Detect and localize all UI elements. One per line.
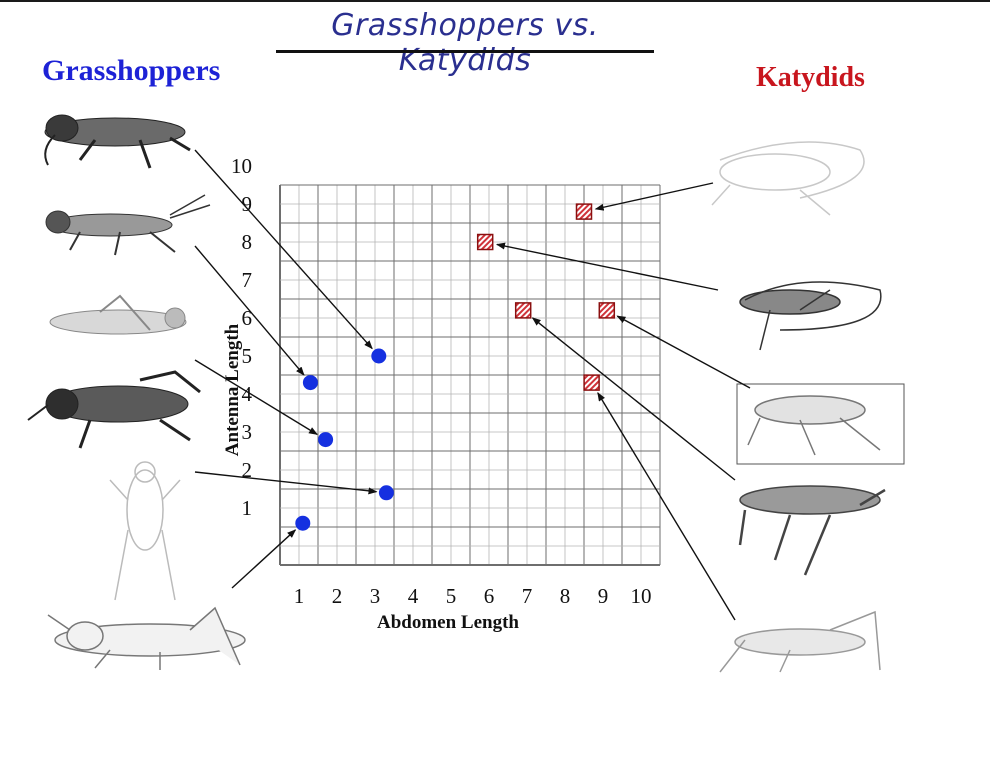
y-tick-label: 3: [242, 420, 253, 444]
connector-arrow: [194, 471, 378, 495]
connector-arrows: [194, 149, 751, 621]
y-tick-label: 1: [242, 496, 253, 520]
y-tick-label: 5: [242, 344, 253, 368]
y-tick-label: 4: [242, 382, 253, 406]
connector-arrow: [597, 392, 736, 621]
katydid-illustration-5: [719, 610, 881, 673]
katydids-heading: Katydids: [756, 62, 865, 93]
page-title: Grasshoppers vs. Katydids: [331, 8, 599, 78]
katydid-illustration-4: [738, 485, 886, 576]
grasshopper-point: [302, 375, 318, 391]
y-tick-label: 7: [242, 268, 253, 292]
connector-arrow: [616, 315, 751, 389]
y-tick-label: 6: [242, 306, 253, 330]
katydid-point: [575, 203, 593, 220]
x-tick-label: 5: [446, 584, 457, 608]
grasshopper-illustrations: [27, 114, 246, 670]
katydid-illustrations: [711, 141, 905, 673]
x-tick-label: 3: [370, 584, 381, 608]
katydid-point: [583, 374, 600, 391]
title-underline: [276, 50, 654, 53]
x-tick-label: 10: [631, 584, 652, 608]
x-tick-label: 8: [560, 584, 571, 608]
y-tick-label: 10: [231, 154, 252, 178]
grasshoppers-heading: Grasshoppers: [42, 54, 221, 87]
connector-arrow: [531, 317, 736, 481]
katydid-illustration-3: [736, 383, 905, 465]
connector-arrow: [194, 149, 373, 350]
katydid-point: [598, 302, 616, 319]
connector-arrow: [594, 182, 714, 211]
plot-grid: [279, 184, 661, 566]
scatter-plot: 1 2 3 4 5 6 7 8 9 10 1 2 3 4 5 6 7 8 9 10 Abdomen Length A…: [194, 149, 751, 633]
y-tick-labels: 1 2 3 4 5 6 7 8 9 10: [231, 154, 253, 520]
grasshopper-point: [378, 485, 394, 501]
grasshopper-illustration-3: [49, 294, 187, 335]
y-axis-label: Antenna Length: [222, 323, 243, 456]
katydid-point: [476, 233, 494, 251]
katydid-illustration-2: [739, 281, 882, 351]
katydid-point: [514, 302, 532, 319]
connector-arrow: [194, 359, 318, 435]
grasshopper-illustration-1: [44, 114, 191, 169]
grasshopper-illustration-2: [45, 194, 211, 256]
y-tick-label: 9: [242, 192, 253, 216]
x-tick-label: 7: [522, 584, 533, 608]
data-points: [295, 203, 616, 531]
grasshopper-point: [318, 432, 334, 448]
y-tick-label: 8: [242, 230, 253, 254]
connector-arrow: [194, 245, 305, 376]
grasshopper-point: [371, 348, 387, 364]
top-border: [0, 0, 990, 2]
x-tick-label: 6: [484, 584, 495, 608]
x-axis-label: Abdomen Length: [377, 612, 519, 633]
grasshopper-illustration-6: [47, 606, 246, 670]
x-tick-label: 9: [598, 584, 609, 608]
x-tick-labels: 1 2 3 4 5 6 7 8 9 10: [294, 584, 652, 608]
grasshopper-illustration-4: [27, 370, 201, 449]
connector-arrow: [495, 242, 719, 291]
grasshopper-illustration-5: [109, 461, 181, 601]
grasshopper-point: [295, 515, 311, 531]
connector-arrow: [231, 529, 297, 589]
katydid-illustration-1: [711, 141, 865, 216]
x-tick-label: 4: [408, 584, 419, 608]
y-tick-label: 2: [242, 458, 253, 482]
x-tick-label: 1: [294, 584, 305, 608]
x-tick-label: 2: [332, 584, 343, 608]
